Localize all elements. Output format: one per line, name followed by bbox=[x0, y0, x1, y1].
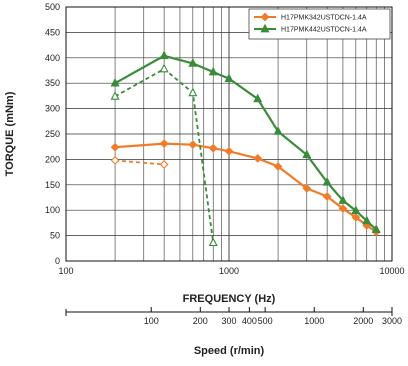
data-point bbox=[110, 142, 120, 152]
data-point bbox=[110, 156, 120, 165]
legend: H17PMK342USTDCN-1.4A H17PMK442USTDCN-1.4A bbox=[248, 8, 391, 40]
y-tick-label: 150 bbox=[45, 180, 60, 190]
plot-frame bbox=[65, 6, 393, 262]
grid-lines bbox=[65, 6, 392, 262]
data-point bbox=[362, 215, 372, 225]
data-point bbox=[371, 224, 381, 233]
data-point bbox=[110, 77, 120, 87]
data-point bbox=[188, 58, 198, 67]
data-point bbox=[351, 212, 361, 222]
y-tick-label: 100 bbox=[45, 205, 60, 215]
legend-box bbox=[248, 8, 391, 40]
legend-label: H17PMK442USTDCN-1.4A bbox=[281, 27, 367, 34]
series bbox=[110, 139, 381, 237]
data-point bbox=[351, 205, 361, 215]
data-point bbox=[273, 126, 283, 135]
x-tick-labels: 100 1000 10000 bbox=[58, 266, 404, 276]
series-group bbox=[110, 50, 381, 247]
data-point bbox=[110, 91, 120, 100]
y-tick-label: 250 bbox=[45, 129, 60, 139]
speed-axis: 100 200 300 400 500 1000 2000 3000 bbox=[65, 307, 402, 326]
data-point bbox=[338, 195, 348, 204]
series bbox=[110, 50, 381, 233]
data-point bbox=[159, 63, 169, 73]
y-axis-title: TORQUE (mNm) bbox=[4, 91, 16, 176]
data-point bbox=[322, 192, 332, 201]
data-point bbox=[253, 154, 263, 163]
data-point bbox=[224, 146, 234, 156]
speed-tick-label: 400 bbox=[242, 316, 257, 326]
y-tick-label: 0 bbox=[55, 256, 60, 266]
speed-axis-title: Speed (r/min) bbox=[194, 345, 265, 357]
series-line bbox=[114, 142, 377, 233]
data-point bbox=[273, 162, 283, 171]
x-tick-label: 100 bbox=[58, 266, 73, 276]
series-line bbox=[114, 68, 215, 243]
data-point bbox=[224, 73, 234, 82]
x-tick-label: 10000 bbox=[379, 266, 404, 276]
speed-tick-label: 3000 bbox=[382, 316, 402, 326]
series-line bbox=[114, 159, 165, 166]
y-tick-label: 400 bbox=[45, 53, 60, 63]
data-point bbox=[159, 50, 169, 60]
data-point bbox=[322, 176, 332, 186]
data-point bbox=[159, 160, 169, 169]
data-point bbox=[188, 140, 198, 150]
y-tick-label: 50 bbox=[50, 231, 60, 241]
data-point bbox=[338, 204, 348, 214]
series bbox=[110, 156, 169, 169]
y-tick-label: 300 bbox=[45, 104, 60, 114]
y-tick-labels: 0 50 100 150 200 250 300 350 400 450 500 bbox=[45, 2, 60, 266]
data-point bbox=[188, 87, 198, 97]
speed-tick-label: 500 bbox=[258, 316, 273, 326]
legend-label: H17PMK342USTDCN-1.4A bbox=[281, 15, 367, 22]
y-tick-label: 200 bbox=[45, 154, 60, 164]
speed-tick-label: 1000 bbox=[304, 316, 324, 326]
data-point bbox=[208, 237, 218, 247]
speed-tick-label: 200 bbox=[193, 316, 208, 326]
data-point bbox=[302, 183, 312, 193]
y-tick-label: 450 bbox=[45, 27, 60, 37]
data-point bbox=[159, 139, 169, 149]
y-tick-label: 350 bbox=[45, 78, 60, 88]
data-point bbox=[260, 12, 270, 22]
speed-tick-label: 2000 bbox=[353, 316, 373, 326]
data-point bbox=[208, 143, 218, 153]
series bbox=[110, 63, 218, 247]
x-tick-label: 1000 bbox=[219, 266, 239, 276]
speed-tick-label: 300 bbox=[221, 316, 236, 326]
data-point bbox=[302, 149, 312, 159]
data-point bbox=[208, 66, 218, 76]
y-tick-label: 500 bbox=[45, 2, 60, 12]
x-axis-title: FREQUENCY (Hz) bbox=[183, 293, 276, 305]
speed-tick-label: 100 bbox=[144, 316, 159, 326]
data-point bbox=[253, 93, 263, 103]
data-point bbox=[260, 23, 270, 33]
